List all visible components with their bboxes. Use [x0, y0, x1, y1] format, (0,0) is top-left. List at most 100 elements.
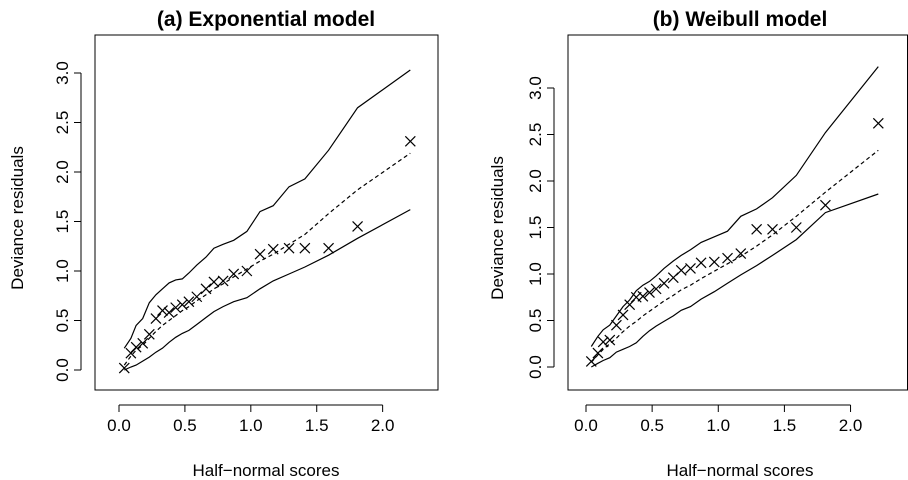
panel-a-point-stroke [352, 221, 364, 232]
panel-b-x-tick-label: 1.0 [706, 416, 730, 435]
panel-b-point-stroke [585, 355, 597, 367]
panel-b-point-marker [637, 290, 649, 302]
panel-b-point-stroke [630, 291, 642, 303]
panel-a-point-marker [241, 265, 253, 277]
panel-b-lower-envelope-line [591, 193, 879, 368]
panel-a-point-marker [283, 242, 295, 254]
panel-a-point-stroke [283, 242, 295, 254]
panel-a-point-stroke [299, 242, 311, 254]
panel-a-point-marker [217, 275, 229, 287]
panel-b-y-tick-label: 0.0 [526, 355, 545, 379]
panel-b-point-marker [695, 257, 707, 269]
panel-b-point-marker [592, 347, 604, 359]
panel-b-median-line [590, 149, 879, 363]
panel-a-y-tick-label: 3.0 [53, 61, 72, 85]
panel-a-point-marker [299, 242, 311, 254]
panel-a-point-marker [323, 242, 335, 254]
panel-b-point-stroke [685, 262, 696, 274]
panel-a-upper-envelope-line [123, 69, 411, 349]
panel-b-point-stroke [644, 287, 655, 299]
panel-a-point-stroke [157, 305, 168, 317]
panel-a-point-marker [130, 341, 142, 353]
panel-a-point-stroke [170, 302, 182, 314]
panel-b-point-stroke [675, 264, 687, 276]
panel-b-point-marker [708, 256, 720, 268]
panel-a-x-tick-label: 1.5 [305, 416, 329, 435]
panel-a-y-tick-label: 2.0 [53, 160, 72, 184]
panel-b-point-marker [610, 319, 622, 331]
panel-a-point-stroke [130, 341, 142, 353]
panel-a-median-line [123, 152, 411, 366]
panel-a-x-tick-label: 1.0 [239, 416, 263, 435]
panel-a-point-marker [143, 328, 155, 340]
panel-a-point-stroke [241, 265, 253, 277]
panel-a-point-marker [150, 313, 162, 324]
panel-a-point-marker [118, 362, 130, 374]
panel-b-series [585, 66, 884, 368]
panel-b-x-tick-label: 2.0 [839, 416, 863, 435]
panel-a-point-marker [137, 337, 149, 349]
panel-a-point-stroke [183, 296, 195, 308]
panel-a-y-axis: 0.0 0.5 1.0 1.5 2.0 2.5 3.0 [53, 61, 82, 382]
panel-a-point-stroke [176, 299, 188, 311]
panel-a-point-marker [208, 276, 220, 288]
panel-a-point-marker [157, 305, 168, 317]
panel-a-point-stroke [267, 243, 279, 255]
panel-b-y-tick-label: 2.5 [526, 123, 545, 147]
panel-b-point-marker [658, 277, 670, 289]
panel-b-x-tick-label: 0.0 [574, 416, 598, 435]
panel-a-point-marker [404, 135, 416, 147]
panel-a-point-stroke [150, 313, 162, 324]
panel-b-point-marker [722, 252, 733, 264]
panel-a-point-stroke [217, 275, 229, 287]
panel-b-point-marker [597, 336, 609, 348]
panel-b-title: (b) Weibull model [653, 8, 828, 31]
panel-a-point-stroke [228, 268, 240, 280]
panel-b-point-stroke [592, 347, 604, 359]
panel-b-point-stroke [637, 290, 649, 302]
panel-a-y-tick-label: 1.0 [53, 259, 72, 283]
panel-b-point-marker [675, 264, 687, 276]
panel-a-point-stroke [200, 283, 212, 295]
panel-b-point-stroke [751, 223, 763, 235]
panel-a-point-stroke [404, 135, 416, 147]
panel-b-y-tick-label: 0.5 [526, 309, 545, 333]
panel-b-point-stroke [735, 248, 747, 259]
panel-b-point-marker [872, 117, 884, 129]
panel-a-point-stroke [118, 362, 130, 374]
panel-a-point-marker [267, 243, 279, 255]
panel-a-point-stroke [208, 276, 220, 288]
panel-b-point-stroke [610, 319, 622, 331]
panel-b-point-marker [644, 287, 655, 299]
panel-b-y-axis: 0.0 0.5 1.0 1.5 2.0 2.5 3.0 [526, 76, 555, 379]
panel-b-point-stroke [658, 277, 670, 289]
panel-b-x-axis: 0.0 0.5 1.0 1.5 2.0 [574, 404, 863, 435]
panel-a-ylabel: Deviance residuals [8, 146, 27, 290]
panel-b-point-marker [604, 334, 616, 346]
panel-b-xlabel: Half−normal scores [667, 461, 814, 480]
panel-b-point-marker [751, 223, 763, 235]
panel-a-point-stroke [143, 328, 155, 340]
panel-b-point-stroke [872, 117, 884, 129]
panel-a-point-stroke [323, 242, 335, 254]
panel-b-point-stroke [708, 256, 720, 268]
panel-a-point-stroke [163, 307, 175, 319]
panel-a-y-tick-label: 1.5 [53, 210, 72, 234]
panel-a-y-tick-label: 0.5 [53, 309, 72, 333]
panel-b-y-tick-label: 3.0 [526, 76, 545, 100]
panel-a-y-tick-label: 2.5 [53, 111, 72, 135]
panel-b-point-stroke [617, 309, 629, 321]
panel-b-y-tick-label: 2.0 [526, 169, 545, 193]
panel-a-point-marker [183, 296, 195, 308]
panel-a-x-axis: 0.0 0.5 1.0 1.5 2.0 [107, 404, 394, 435]
panel-a-y-tick-label: 0.0 [53, 358, 72, 382]
panel-b-upper-envelope-line [590, 66, 879, 347]
panel-b-point-stroke [695, 257, 707, 269]
panel-a-point-stroke [254, 248, 266, 260]
panel-a-series [118, 69, 416, 374]
panel-b-point-marker [790, 222, 802, 233]
panel-b-weibull: (b) Weibull model Half−normal scores Dev… [488, 8, 908, 480]
panel-b-y-tick-label: 1.5 [526, 216, 545, 240]
panel-b-point-stroke [650, 283, 662, 295]
